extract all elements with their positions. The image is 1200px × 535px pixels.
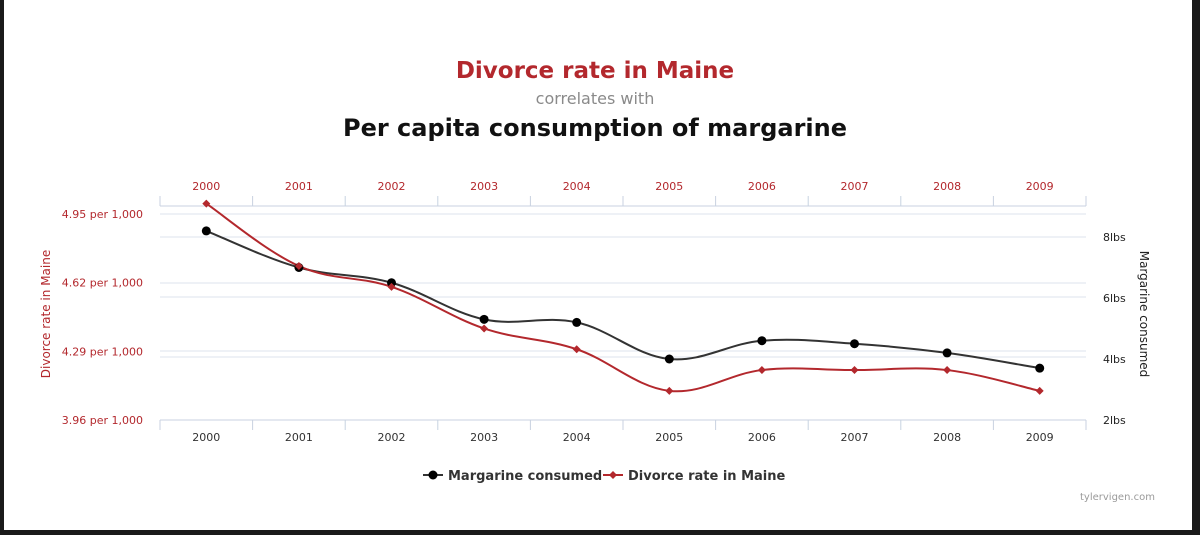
top-axis-label: 2006 <box>748 180 776 193</box>
divorce-point-2004 <box>572 345 581 354</box>
margarine-point-2006 <box>757 336 767 346</box>
chart-title: Divorce rate in Maine <box>455 58 735 84</box>
chart-subtitle: correlates with <box>535 89 655 108</box>
top-axis-label: 2004 <box>563 180 591 193</box>
divorce-point-2000 <box>202 199 211 208</box>
watermark: tylervigen.com <box>1080 492 1155 503</box>
divorce-point-2009 <box>1035 386 1044 395</box>
margarine-point-2003 <box>479 314 489 324</box>
right-axis-tick-label: 8lbs <box>1103 231 1126 244</box>
right-axis-tick-label: 2lbs <box>1103 414 1126 427</box>
series-divorce-line <box>205 202 1040 393</box>
margarine-point-2008 <box>942 348 952 358</box>
frame-left-border <box>0 0 4 535</box>
margarine-point-2000 <box>201 226 211 236</box>
bottom-axis-label: 2000 <box>192 431 220 444</box>
legend-margarine-label: Margarine consumed <box>448 469 602 484</box>
chart-title-secondary: Per capita consumption of margarine <box>342 114 848 142</box>
top-axis-label: 2008 <box>933 180 961 193</box>
bottom-axis-label: 2001 <box>285 431 313 444</box>
series-layer <box>201 199 1045 395</box>
divorce-point-2007 <box>850 366 859 375</box>
legend-divorce-label: Divorce rate in Maine <box>628 469 786 484</box>
margarine-point-2009 <box>1035 363 1045 373</box>
bottom-axis-label: 2004 <box>563 431 591 444</box>
bottom-axis-label: 2008 <box>933 431 961 444</box>
legend-margarine-marker <box>428 470 438 480</box>
left-axis-tick-label: 4.95 per 1,000 <box>62 208 143 221</box>
top-axis-label: 2001 <box>285 180 313 193</box>
axis-layer: 2000 2000 2001 2001 2002 2002 2003 2003 2004 2004… <box>39 180 1151 444</box>
divorce-point-2008 <box>943 366 952 375</box>
frame-bottom-border <box>0 530 1200 535</box>
top-axis-label: 2007 <box>841 180 869 193</box>
top-axis-label: 2002 <box>378 180 406 193</box>
series-margarine-line <box>205 229 1040 370</box>
margarine-point-2005 <box>664 354 674 364</box>
bottom-axis-label: 2006 <box>748 431 776 444</box>
divorce-point-2003 <box>480 324 489 333</box>
right-axis-tick-label: 6lbs <box>1103 292 1126 305</box>
bottom-axis-label: 2003 <box>470 431 498 444</box>
legend: Margarine consumed Divorce rate in Maine <box>423 469 786 484</box>
divorce-point-2002 <box>387 282 396 291</box>
divorce-point-2001 <box>294 262 303 271</box>
legend-divorce-marker <box>609 471 617 479</box>
right-axis-title: Margarine consumed <box>1137 251 1151 378</box>
divorce-point-2005 <box>665 386 674 395</box>
bottom-axis-label: 2009 <box>1026 431 1054 444</box>
divorce-point-2006 <box>757 366 766 375</box>
bottom-axis-label: 2005 <box>655 431 683 444</box>
bottom-axis-label: 2002 <box>378 431 406 444</box>
top-axis-label: 2000 <box>192 180 220 193</box>
left-axis-tick-label: 3.96 per 1,000 <box>62 414 143 427</box>
left-axis-tick-label: 4.29 per 1,000 <box>62 345 143 358</box>
bottom-axis-label: 2007 <box>841 431 869 444</box>
margarine-point-2002 <box>387 278 396 288</box>
top-axis-label: 2003 <box>470 180 498 193</box>
frame-right-border <box>1192 0 1200 535</box>
grid-layer <box>160 213 1086 421</box>
margarine-point-2004 <box>572 317 582 327</box>
margarine-point-2007 <box>850 339 859 349</box>
right-axis-tick-label: 4lbs <box>1103 353 1126 366</box>
top-axis-label: 2009 <box>1026 180 1054 193</box>
left-axis-tick-label: 4.62 per 1,000 <box>62 277 143 290</box>
left-axis-title: Divorce rate in Maine <box>39 250 53 378</box>
top-axis-label: 2005 <box>655 180 683 193</box>
